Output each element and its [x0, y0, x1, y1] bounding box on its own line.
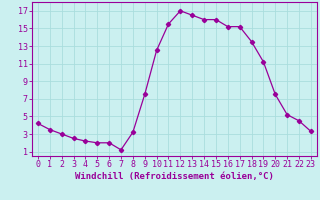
X-axis label: Windchill (Refroidissement éolien,°C): Windchill (Refroidissement éolien,°C)	[75, 172, 274, 181]
